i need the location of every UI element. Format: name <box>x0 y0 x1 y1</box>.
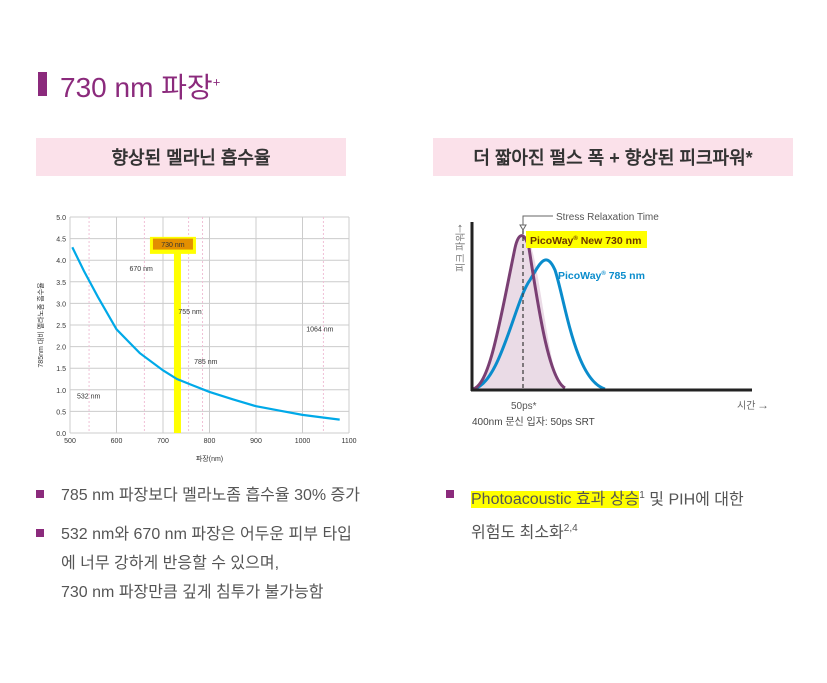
srt-arrow-icon <box>519 224 527 231</box>
new-label-highlight <box>526 231 647 248</box>
y-tick-label: 1.5 <box>56 366 66 373</box>
y-tick-label: 2.5 <box>56 323 66 330</box>
bullet-left-2: 532 nm와 670 nm 파장은 어두운 피부 타입 에 너무 강하게 반응… <box>36 520 416 607</box>
x-tick-label: 500 <box>64 438 76 445</box>
marker-label: 1064 nm <box>306 326 333 333</box>
x-axis-label: 파장(nm) <box>196 454 223 463</box>
title-text: 730 nm 파장 <box>60 72 213 103</box>
srt-leader <box>522 215 553 226</box>
left-heading: 향상된 멜라닌 흡수율 <box>36 138 346 176</box>
y-tick-label: 3.0 <box>56 301 66 308</box>
bullet-text: 및 PIH에 대한 <box>644 491 744 509</box>
bullet-text: 위험도 최소화 <box>471 524 564 542</box>
ref-sup: 2,4 <box>563 523 578 535</box>
svg-text:PicoWay® 785 nm: PicoWay® 785 nm <box>558 270 645 282</box>
bullet-icon <box>446 490 454 498</box>
bullet-text: 532 nm와 670 nm 파장은 어두운 피부 타입 <box>61 526 352 543</box>
srt-label: Stress Relaxation Time <box>556 212 659 223</box>
x-label: 시간 <box>737 400 755 412</box>
y-tick-label: 4.5 <box>56 237 66 244</box>
marker-label: 755 nm <box>178 309 202 316</box>
svg-text:PicoWay® New 730 nm: PicoWay® New 730 nm <box>530 235 641 247</box>
y-tick-label: 2.0 <box>56 345 66 352</box>
title-sup: + <box>212 74 221 90</box>
page-title: 730 nm 파장+ <box>60 66 220 106</box>
bullet-left-1: 785 nm 파장보다 멜라노좀 흡수율 30% 증가 <box>36 481 416 510</box>
new-pulse-curve <box>472 234 566 391</box>
bullet-right-1: Photoacoustic 효과 상승1 및 PIH에 대한 위험도 최소화2,… <box>446 481 816 548</box>
highlight-label-bg <box>152 238 193 250</box>
y-label: 피크 파워 <box>454 232 467 272</box>
absorption-curve <box>71 246 340 421</box>
bullet-text: 785 nm 파장보다 멜라노좀 흡수율 30% 증가 <box>61 487 360 504</box>
marker-label: 532 nm <box>77 393 101 400</box>
title-accent-bar <box>38 72 47 96</box>
y-arrow-icon: ↑ <box>457 220 464 235</box>
marker-label: 670 nm <box>130 266 154 273</box>
bullet-text: 에 너무 강하게 반응할 수 있으며, <box>61 555 280 572</box>
absorption-chart: 0.0 0.5 1.0 1.5 2.0 2.5 3.0 3.5 4.0 4.5 5.0 500 600 7… <box>36 215 357 463</box>
y-axis-label: 785nm 대비 멜라노좀 흡수율 <box>36 282 45 368</box>
bullet-icon <box>36 490 44 498</box>
x-tick-label: 900 <box>250 438 262 445</box>
highlight-band <box>173 251 181 433</box>
highlight-label: 730 nm <box>161 242 185 249</box>
y-tick-label: 3.5 <box>56 280 66 287</box>
x-tick-label: 1000 <box>295 438 311 445</box>
pulse-diagram: ↑ 피크 파워 Stress Relaxation Time PicoWay® … <box>454 212 769 428</box>
tick-50ps: 50ps* <box>511 401 537 412</box>
x-arrow-icon: → <box>757 398 769 412</box>
y-tick-label: 5.0 <box>56 215 66 222</box>
bullet-text: 730 nm 파장만큼 깊게 침투가 불가능함 <box>61 584 324 601</box>
x-tick-label: 800 <box>204 438 216 445</box>
y-tick-label: 1.0 <box>56 388 66 395</box>
srt-note: 400nm 문신 입자: 50ps SRT <box>472 415 595 428</box>
highlight-text: Photoacoustic 효과 상승 <box>471 491 640 509</box>
new-pulse-fill <box>473 235 565 389</box>
y-tick-label: 0.0 <box>56 431 66 438</box>
x-tick-label: 700 <box>157 438 169 445</box>
y-tick-label: 4.0 <box>56 258 66 265</box>
ref-sup: 1 <box>639 490 645 501</box>
bullet-icon <box>36 529 44 537</box>
x-tick-label: 600 <box>111 438 123 445</box>
y-tick-label: 0.5 <box>56 409 66 416</box>
right-heading: 더 짧아진 펄스 폭 + 향상된 피크파워* <box>433 138 793 176</box>
x-tick-label: 1100 <box>341 438 356 445</box>
marker-label: 785 nm <box>194 359 218 366</box>
old-pulse-curve <box>472 258 606 391</box>
